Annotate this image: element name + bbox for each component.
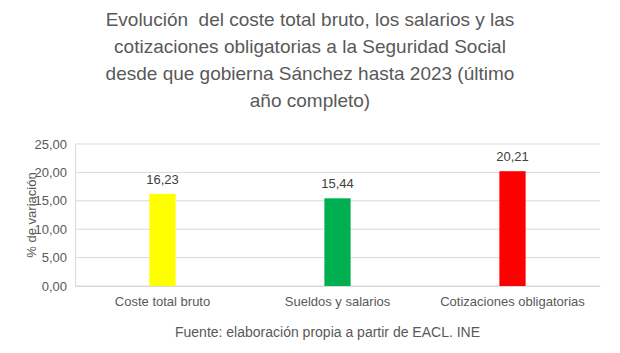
y-tick: 15,00: [34, 193, 75, 208]
y-axis-title: % de variación: [24, 172, 39, 257]
title-line: año completo): [250, 90, 370, 111]
x-tick: Cotizaciones obligatorias: [440, 286, 585, 309]
y-axis-line: [75, 145, 76, 287]
x-axis-line: [76, 286, 601, 287]
bar: [149, 194, 175, 286]
title-line: desde que gobierna Sánchez hasta 2023 (ú…: [106, 63, 515, 84]
y-tick: 5,00: [42, 250, 75, 265]
x-tick: Sueldos y salarios: [285, 286, 391, 309]
y-tick: 20,00: [34, 165, 75, 180]
grid: [75, 144, 600, 286]
x-tick-label: Cotizaciones obligatorias: [440, 294, 585, 309]
bar: [324, 198, 350, 286]
data-label: 15,44: [321, 176, 354, 191]
plot: 0,00 5,00 10,00 15,00 20,00 25,00 Coste total …: [34, 137, 600, 310]
title-line: cotizaciones obligatorias a la Seguridad…: [114, 36, 506, 57]
title-line: Evolución del coste total bruto, los sal…: [106, 9, 515, 30]
y-tick: 0,00: [42, 279, 75, 294]
y-tick-label: 25,00: [34, 137, 67, 152]
y-tick: 25,00: [34, 137, 75, 152]
chart: Evolución del coste total bruto, los sal…: [0, 0, 620, 353]
x-tick-label: Sueldos y salarios: [285, 294, 391, 309]
bars: [149, 171, 525, 286]
y-axis: 0,00 5,00 10,00 15,00 20,00 25,00: [34, 137, 75, 294]
source: Fuente: elaboración propia a partir de E…: [175, 324, 480, 340]
data-label: 20,21: [496, 149, 529, 164]
data-label: 16,23: [146, 172, 179, 187]
y-tick-label: 15,00: [34, 193, 67, 208]
bar: [499, 171, 525, 286]
y-tick-label: 0,00: [42, 279, 67, 294]
x-tick: Coste total bruto: [115, 286, 210, 309]
y-tick-label: 5,00: [42, 250, 67, 265]
title: Evolución del coste total bruto, los sal…: [106, 9, 515, 111]
y-tick-label: 10,00: [34, 222, 67, 237]
x-axis: Coste total bruto Sueldos y salarios Cotiz…: [76, 286, 601, 309]
y-tick-label: 20,00: [34, 165, 67, 180]
x-tick-label: Coste total bruto: [115, 294, 210, 309]
data-labels: 16,23 15,44 20,21: [146, 149, 529, 191]
y-tick: 10,00: [34, 222, 75, 237]
grid-line: [75, 144, 600, 145]
